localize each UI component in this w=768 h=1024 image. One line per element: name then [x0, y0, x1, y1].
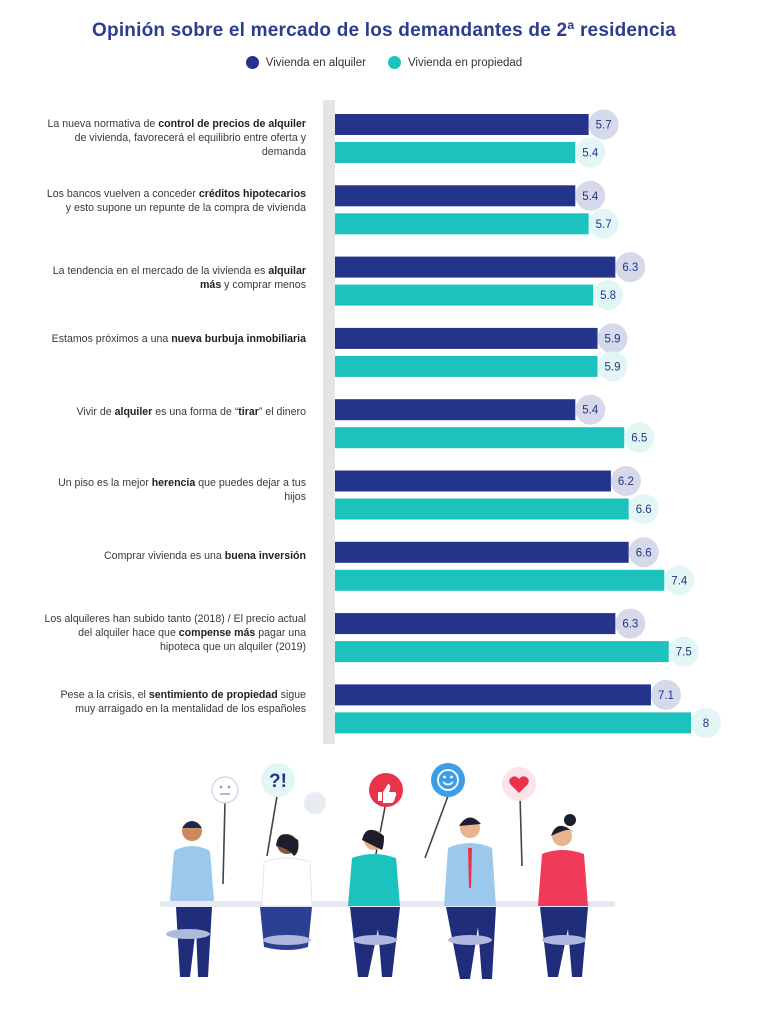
bar-chart: 5.7 5.4 5.4 5.7 6.3 5.8 5.9 5.9 5.4 6.5 6.2 6.6 6.6 7…	[335, 109, 721, 738]
statement-label: Los alquileres han subido tanto (2018) /…	[44, 613, 306, 653]
value-badge-propiedad	[624, 422, 655, 453]
value-badge-alquiler	[628, 537, 659, 568]
value-label-propiedad: 8	[703, 718, 709, 730]
value-badge-alquiler	[575, 180, 606, 211]
neutral-face-sign	[211, 776, 239, 804]
value-label-alquiler: 5.4	[582, 405, 599, 417]
value-badge-alquiler	[597, 323, 628, 354]
legend-swatch-alquiler	[245, 56, 259, 69]
bar-propiedad	[335, 284, 594, 306]
bubble-icon	[304, 792, 326, 814]
bar-propiedad	[335, 641, 669, 663]
bar-propiedad	[335, 355, 598, 377]
bar-propiedad	[335, 213, 589, 235]
value-badge-alquiler	[610, 466, 641, 496]
statement-label: La tendencia en el mercado de la viviend…	[52, 265, 306, 291]
value-badge-propiedad	[628, 494, 659, 524]
legend-label-propiedad: Vivienda en propiedad	[407, 56, 523, 69]
value-label-propiedad: 5.9	[605, 361, 621, 373]
value-badge-alquiler	[575, 394, 606, 425]
value-badge-propiedad	[597, 351, 628, 382]
statement-label: Comprar vivienda es una buena inversión	[104, 550, 306, 562]
heart-sign	[502, 767, 536, 801]
chart-title: Opinión sobre el mercado de los demandan…	[92, 20, 676, 41]
value-badge-propiedad	[664, 565, 695, 596]
value-badge-propiedad	[691, 707, 721, 738]
statement-label: Los bancos vuelven a conceder créditos h…	[46, 188, 306, 214]
value-label-alquiler: 6.6	[636, 547, 652, 559]
question-exclamation-sign: ?!	[261, 763, 295, 797]
bar-alquiler	[335, 613, 616, 635]
bar-alquiler	[335, 185, 576, 207]
person-2	[260, 834, 313, 950]
value-badge-propiedad	[593, 280, 624, 311]
bar-propiedad	[335, 712, 691, 734]
value-label-alquiler: 6.3	[622, 619, 638, 631]
legend-item-alquiler: Vivienda en alquiler	[245, 56, 366, 69]
bar-alquiler	[335, 541, 629, 563]
value-label-alquiler: 6.3	[622, 262, 638, 274]
legend: Vivienda en alquiler Vivienda en propied…	[0, 56, 768, 69]
value-badge-alquiler	[615, 252, 646, 283]
value-label-propiedad: 6.5	[631, 433, 647, 445]
person-1	[166, 821, 214, 977]
person-3	[348, 829, 400, 977]
bar-alquiler	[335, 114, 589, 135]
statement-label: Un piso es la mejor herencia que puedes …	[58, 477, 306, 503]
value-badge-alquiler	[615, 608, 646, 639]
bar-alquiler	[335, 470, 611, 492]
value-label-propiedad: 6.6	[636, 504, 652, 516]
legend-label-alquiler: Vivienda en alquiler	[265, 56, 366, 69]
smiley-sign	[431, 763, 465, 797]
thumbs-up-sign	[369, 773, 403, 807]
statement-label: Estamos próximos a una nueva burbuja inm…	[51, 333, 306, 345]
value-label-alquiler: 5.4	[582, 191, 599, 203]
legend-swatch-propiedad	[387, 56, 401, 69]
value-badge-alquiler	[588, 109, 619, 140]
statement-labels: La nueva normativa de control de precios…	[0, 0, 310, 760]
legend-item-propiedad: Vivienda en propiedad	[387, 56, 523, 69]
value-label-propiedad: 7.5	[676, 647, 692, 659]
value-badge-propiedad	[668, 636, 699, 667]
value-label-propiedad: 5.4	[582, 148, 599, 160]
statement-label: La nueva normativa de control de precios…	[47, 118, 306, 158]
value-label-alquiler: 5.9	[605, 333, 621, 345]
value-label-alquiler: 5.7	[596, 120, 612, 132]
person-5	[538, 814, 588, 977]
bar-alquiler	[335, 327, 598, 349]
value-label-alquiler: 7.1	[658, 690, 674, 702]
value-badge-propiedad	[575, 137, 606, 168]
axis-band	[323, 100, 335, 744]
bar-propiedad	[335, 142, 576, 163]
bar-propiedad	[335, 569, 665, 591]
bar-alquiler	[335, 399, 576, 421]
value-label-propiedad: 7.4	[671, 575, 688, 587]
person-4	[444, 817, 496, 979]
bar-alquiler	[335, 256, 616, 278]
value-badge-alquiler	[650, 679, 681, 710]
value-badge-propiedad	[588, 208, 619, 239]
meeting-illustration: ?!	[160, 763, 615, 979]
value-label-propiedad: 5.8	[600, 290, 616, 302]
bar-alquiler	[335, 684, 651, 706]
statement-label: Pese a la crisis, el sentimiento de prop…	[60, 689, 306, 715]
value-label-alquiler: 6.2	[618, 476, 634, 488]
svg-text:?!: ?!	[269, 771, 287, 792]
value-label-propiedad: 5.7	[596, 219, 612, 231]
bar-propiedad	[335, 427, 625, 449]
bar-propiedad	[335, 498, 629, 520]
statement-label: Vivir de alquiler es una forma de “tirar…	[76, 406, 306, 418]
